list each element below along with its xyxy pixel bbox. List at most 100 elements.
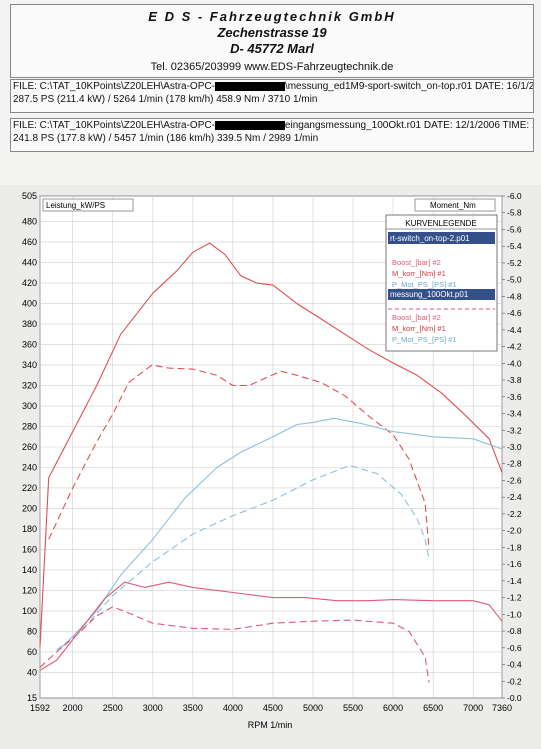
y-left-tick-label: 460 (22, 237, 37, 247)
y-left-tick-label: 505 (22, 191, 37, 201)
y-right-tick-label: -4.8 (507, 291, 522, 301)
redaction-bar (214, 120, 285, 130)
y-right-tick-label: -3.0 (507, 442, 522, 452)
x-tick-label: 6000 (383, 703, 403, 713)
y-right-tick-label: -1.8 (507, 542, 522, 552)
x-tick-label: 3000 (143, 703, 163, 713)
y-left-tick-label: 220 (22, 483, 37, 493)
y-left-tick-label: 160 (22, 544, 37, 554)
y-left-tick-label: 380 (22, 319, 37, 329)
x-tick-label: 1592 (30, 703, 50, 713)
y-right-tick-label: -5.2 (507, 258, 522, 268)
right-axis-label: Moment_Nm (430, 201, 476, 210)
y-right-tick-label: -4.4 (507, 325, 522, 335)
series-line-boost-2 (39, 606, 430, 683)
x-tick-label: 2500 (103, 703, 123, 713)
y-left-tick-label: 400 (22, 299, 37, 309)
y-left-tick-label: 420 (22, 278, 37, 288)
y-right-tick-label: -0.6 (507, 643, 522, 653)
y-right-tick-label: -6.0 (507, 191, 522, 201)
y-right-tick-label: -1.0 (507, 609, 522, 619)
y-left-tick-label: 15 (27, 693, 37, 703)
y-right-tick-label: -5.0 (507, 275, 522, 285)
series-line-p-1 (56, 417, 503, 653)
y-right-tick-label: -2.2 (507, 509, 522, 519)
x-tick-label: 2000 (63, 703, 83, 713)
x-tick-label: 4500 (263, 703, 283, 713)
y-right-tick-label: -0.4 (507, 660, 522, 670)
y-right-tick-label: -5.8 (507, 208, 522, 218)
legend: KURVENLEGENDE rt-switch_on-top-2.p01 Boo… (385, 214, 498, 352)
legend-file-2: messung_100Okt.p01 (390, 290, 469, 299)
y-right-tick-label: -5.6 (507, 224, 522, 234)
x-tick-label: 4000 (223, 703, 243, 713)
y-left-tick-label: 40 (27, 667, 37, 677)
x-tick-label: 5000 (303, 703, 323, 713)
y-left-tick-label: 240 (22, 462, 37, 472)
legend-title: KURVENLEGENDE (405, 219, 476, 228)
y-right-tick-label: -1.4 (507, 576, 522, 586)
x-tick-label: 7360 (492, 703, 512, 713)
file-summary-2: 241.8 PS (177.8 kW) / 5457 1/min (186 km… (13, 133, 319, 144)
y-right-tick-label: -2.0 (507, 526, 522, 536)
company-street: Zechenstrasse 19 (217, 25, 327, 40)
y-left-tick-label: 480 (22, 217, 37, 227)
y-left-tick-label: 340 (22, 360, 37, 370)
x-tick-label: 7000 (463, 703, 483, 713)
company-city: D- 45772 Marl (230, 41, 314, 56)
y-right-tick-label: -4.0 (507, 358, 522, 368)
right-axis-label-box (414, 198, 496, 212)
legend-item-power-2: P_Mot_PS_[PS] #1 (392, 335, 457, 344)
y-right-tick-label: -1.2 (507, 593, 522, 603)
y-left-tick-label: 260 (22, 442, 37, 452)
series-line-m-1 (39, 242, 503, 647)
redaction-bar (214, 81, 285, 91)
y-left-tick-label: 60 (27, 647, 37, 657)
series-group (39, 242, 503, 683)
y-right-tick-label: -0.0 (507, 693, 522, 703)
file-summary-1: 287.5 PS (211.4 kW) / 5264 1/min (178 km… (13, 94, 318, 105)
y-right-tick-label: -3.8 (507, 375, 522, 385)
y-right-tick-label: -3.4 (507, 409, 522, 419)
y-left-tick-label: 120 (22, 585, 37, 595)
y-left-tick-label: 280 (22, 422, 37, 432)
x-tick-label: 5500 (343, 703, 363, 713)
y-right-tick-label: -5.4 (507, 241, 522, 251)
y-right-tick-label: -4.6 (507, 308, 522, 318)
legend-file-2-highlight (388, 289, 495, 300)
legend-item-power-1: P_Mot_PS_[PS] #1 (392, 280, 457, 289)
legend-item-boost-1: Boost_[bar] #2 (392, 258, 441, 267)
file-path-2: FILE: C:\TAT_10KPoints\Z20LEH\Astra-OPC-… (13, 120, 534, 131)
y-right-tick-label: -2.4 (507, 492, 522, 502)
legend-item-torque-2: M_korr_[Nm] #1 (392, 324, 446, 333)
y-left-tick-label: 360 (22, 340, 37, 350)
y-right-tick-label: -1.6 (507, 559, 522, 569)
x-axis-label: RPM 1/min (248, 720, 293, 730)
x-tick-label: 3500 (183, 703, 203, 713)
legend-file-1: rt-switch_on-top-2.p01 (390, 234, 470, 243)
y-right-tick-label: -3.6 (507, 392, 522, 402)
y-right-tick-label: -2.8 (507, 459, 522, 469)
file-info-2: FILE: C:\TAT_10KPoints\Z20LEH\Astra-OPC-… (10, 118, 534, 152)
y-left-tick-label: 440 (22, 258, 37, 268)
series-line-boost-1 (39, 581, 503, 671)
legend-item-boost-2: Boost_[bar] #2 (392, 313, 441, 322)
ticks-group: 1592 2000 2500 3000 3500 4000 4500 5000 5500 6000… (22, 191, 522, 713)
y-left-tick-label: 80 (27, 626, 37, 636)
y-right-tick-label: -2.6 (507, 475, 522, 485)
header: E D S - Fahrzeugtechnik GmbH Zechenstras… (10, 4, 534, 78)
company-name: E D S - Fahrzeugtechnik GmbH (148, 9, 396, 24)
series-line-p-2 (56, 464, 430, 651)
y-left-tick-label: 180 (22, 524, 37, 534)
dyno-chart: 1592 2000 2500 3000 3500 4000 4500 5000 5500 6000… (0, 185, 541, 749)
file-info-1: FILE: C:\TAT_10KPoints\Z20LEH\Astra-OPC-… (10, 79, 534, 113)
y-right-tick-label: -0.2 (507, 676, 522, 686)
company-contact: Tel. 02365/203999 www.EDS-Fahrzeugtechni… (150, 61, 394, 73)
y-left-tick-label: 300 (22, 401, 37, 411)
legend-file-1-highlight (388, 232, 495, 244)
x-tick-label: 6500 (423, 703, 443, 713)
y-right-tick-label: -4.2 (507, 342, 522, 352)
y-right-tick-label: -3.2 (507, 425, 522, 435)
y-left-tick-label: 200 (22, 503, 37, 513)
left-axis-label: Leistung_kW/PS (46, 201, 105, 210)
